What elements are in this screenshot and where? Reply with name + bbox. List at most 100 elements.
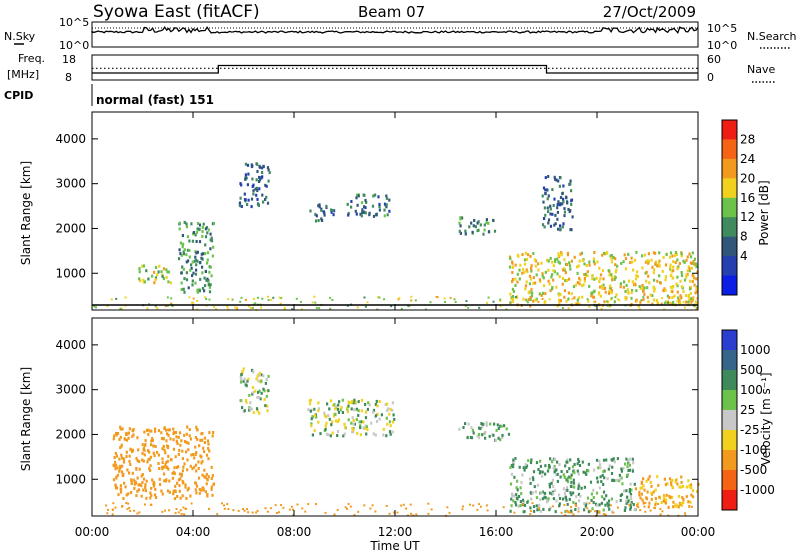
power-echo-cell — [511, 261, 514, 265]
velocity-echo-cell — [368, 403, 371, 407]
power-echo-cell — [554, 258, 557, 262]
velocity-echo-cell — [159, 483, 162, 486]
power-echo-cell — [189, 268, 192, 272]
power-echo-cell — [559, 196, 563, 199]
velocity-echo-cell — [148, 450, 151, 454]
velocity-echo-cell — [623, 489, 626, 493]
velocity-echo-cell — [326, 402, 329, 406]
power-echo-cell — [414, 299, 417, 302]
velocity-ylabel: Slant Range [km] — [19, 367, 33, 471]
power-echo-cell — [377, 296, 380, 299]
velocity-echo-cell — [616, 506, 619, 509]
power-echo-cell — [630, 291, 633, 295]
velocity-echo-cell — [331, 431, 334, 435]
velocity-echo-cell — [122, 460, 126, 464]
velocity-echo-cell — [529, 481, 532, 485]
velocity-echo-cell — [563, 476, 566, 479]
velocity-echo-cell — [627, 500, 630, 504]
velocity-echo-cell — [512, 465, 515, 469]
power-echo-cell — [346, 202, 349, 206]
beam-title: Beam 07 — [358, 3, 425, 21]
power-echo-cell — [601, 253, 604, 257]
power-echo-cell — [204, 270, 207, 273]
velocity-echo-cell — [375, 419, 379, 423]
velocity-echo-cell — [513, 475, 516, 479]
velocity-echo-cell — [499, 424, 502, 428]
velocity-echo-cell — [127, 492, 130, 496]
power-echo-cell — [514, 263, 517, 267]
power-echo-cell — [514, 296, 517, 298]
power-echo-cell — [609, 254, 612, 258]
power-echo-cell — [258, 164, 261, 168]
power-echo-cell — [518, 268, 521, 272]
power-echo-cell — [198, 240, 202, 244]
velocity-echo-cell — [190, 502, 193, 505]
power-echo-cell — [680, 285, 683, 289]
velocity-echo-cell — [619, 498, 622, 502]
velocity-echo-cell — [136, 459, 139, 462]
power-echo-cell — [591, 277, 594, 281]
velocity-echo-cell — [160, 436, 164, 440]
velocity-echo-cell — [184, 508, 187, 510]
velocity-echo-cell — [570, 473, 573, 477]
power-echo-cell — [280, 297, 283, 299]
power-echo-cell — [614, 263, 617, 267]
velocity-echo-cell — [196, 428, 199, 432]
velocity-echo-cell — [601, 473, 604, 477]
velocity-echo-cell — [600, 495, 604, 499]
velocity-echo-cell — [359, 426, 362, 430]
velocity-echo-cell — [154, 429, 157, 433]
velocity-echo-cell — [629, 505, 632, 509]
power-echo-cell — [534, 281, 537, 285]
power-echo-cell — [194, 272, 198, 276]
velocity-echo-cell — [249, 401, 252, 405]
velocity-echo-cell — [124, 485, 127, 489]
power-echo-cell — [209, 232, 212, 236]
power-echo-cell — [560, 253, 563, 257]
power-echo-cell — [659, 281, 662, 285]
velocity-echo-cell — [173, 431, 176, 434]
velocity-echo-cell — [325, 415, 328, 419]
power-echo-cell — [410, 295, 413, 298]
power-echo-cell — [577, 296, 580, 300]
power-echo-cell — [195, 268, 198, 272]
power-echo-cell — [563, 289, 567, 293]
power-echo-cell — [383, 214, 386, 218]
velocity-echo-cell — [549, 457, 552, 461]
velocity-echo-cell — [242, 508, 245, 510]
power-echo-cell — [549, 224, 553, 228]
power-echo-cell — [270, 298, 273, 301]
power-echo-cell — [398, 297, 401, 300]
power-echo-cell — [201, 265, 204, 269]
power-echo-cell — [252, 189, 255, 193]
velocity-echo-cell — [247, 511, 250, 514]
velocity-echo-cell — [174, 431, 177, 434]
velocity-echo-cell — [595, 458, 599, 462]
power-echo-cell — [188, 239, 191, 243]
power-echo-cell — [183, 248, 186, 252]
velocity-echo-cell — [112, 478, 116, 482]
velocity-echo-cell — [334, 413, 337, 416]
power-echo-cell — [608, 273, 611, 277]
power-echo-cell — [138, 277, 141, 281]
nsky-line — [91, 26, 699, 34]
power-echo-cell — [385, 203, 388, 207]
velocity-echo-cell — [476, 508, 479, 511]
power-echo-cell — [512, 299, 515, 303]
velocity-echo-cell — [195, 463, 198, 467]
velocity-echo-cell — [317, 420, 320, 424]
velocity-echo-cell — [393, 511, 396, 514]
velocity-echo-cell — [138, 511, 141, 514]
power-echo-cell — [556, 217, 559, 221]
velocity-echo-cell — [119, 490, 123, 494]
power-echo-cell — [207, 228, 210, 232]
velocity-echo-cell — [265, 378, 268, 382]
power-echo-cell — [182, 252, 186, 256]
power-echo-cell — [95, 306, 97, 309]
power-echo-cell — [528, 274, 532, 278]
power-echo-cell — [190, 266, 193, 270]
power-echo-cell — [599, 273, 603, 277]
velocity-echo-cell — [461, 508, 464, 511]
velocity-echo-cell — [179, 477, 182, 481]
power-colorbar-tick-4: 12 — [740, 210, 755, 224]
